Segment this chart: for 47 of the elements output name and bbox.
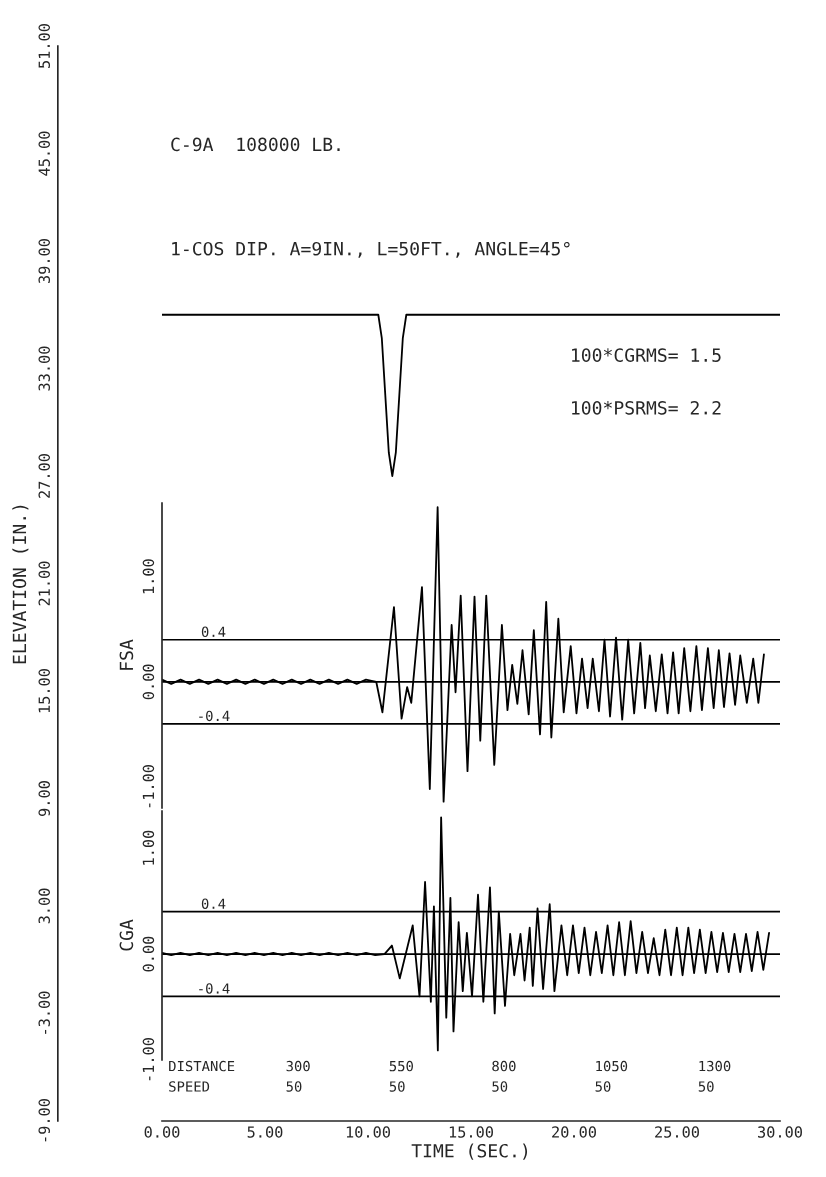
annotation: 1050 [596,1060,628,1072]
x-tick-label: 15.00 [449,1126,493,1138]
y-tick-label: 0.00 [142,936,155,972]
y-tick-label: 51.00 [38,24,51,68]
y-tick-label: -1.00 [142,1038,155,1081]
annotation: 100*CGRMS= 1.5 [572,348,721,362]
annotation: 300 [286,1060,310,1072]
y-tick-label: 45.00 [38,131,51,176]
y-tick-label: 9.00 [38,781,51,816]
y-tick-label: 21.00 [38,561,51,606]
y-tick-label: -3.00 [38,991,51,1034]
ref-line-label: -0.4 [199,983,230,994]
annotation: 50 [286,1081,302,1092]
y-tick-label: 33.00 [38,346,51,391]
ref-line-label: 0.4 [201,898,226,909]
y-axis-title: CGA [119,919,134,951]
x-axis-title: TIME (SEC.) [411,1143,528,1160]
annotation: 550 [389,1060,413,1072]
y-tick-label: 39.00 [38,239,51,283]
annotation: 50 [389,1081,405,1092]
annotation: 100*PSRMS= 2.2 [572,400,721,415]
x-tick-label: 30.00 [758,1126,802,1138]
x-tick-label: 10.00 [346,1126,390,1138]
ref-line-label: 0.4 [201,626,226,638]
annotation: 1300 [699,1060,731,1072]
y-tick-label: 27.00 [38,454,51,498]
annotation: DISTANCE [169,1060,235,1072]
y-tick-label: -1.00 [142,764,155,808]
text: 1-COS DIP. A=9IN., L=50FT., ANGLE=45° [172,241,570,258]
annotation: 50 [595,1081,611,1092]
annotation: 800 [492,1060,516,1072]
x-tick-label: 25.00 [655,1126,699,1138]
y-axis-title: ELEVATION (IN.) [12,505,29,664]
y-tick-label: -9.00 [38,1099,51,1142]
y-tick-label: 1.00 [142,830,155,865]
x-tick-label: 5.00 [247,1126,283,1138]
annotation: 50 [492,1081,508,1092]
ref-line-label: -0.4 [199,710,230,722]
text: C-9A 108000 LB. [171,137,340,152]
x-tick-label: 20.00 [552,1126,596,1138]
y-tick-label: 15.00 [38,669,51,713]
y-axis-title: FSA [119,639,134,670]
annotation: 50 [698,1081,714,1092]
y-tick-label: 0.00 [142,664,155,700]
y-tick-label: 1.00 [142,559,155,594]
y-tick-label: 3.00 [38,888,51,924]
annotation: SPEED [169,1081,210,1092]
